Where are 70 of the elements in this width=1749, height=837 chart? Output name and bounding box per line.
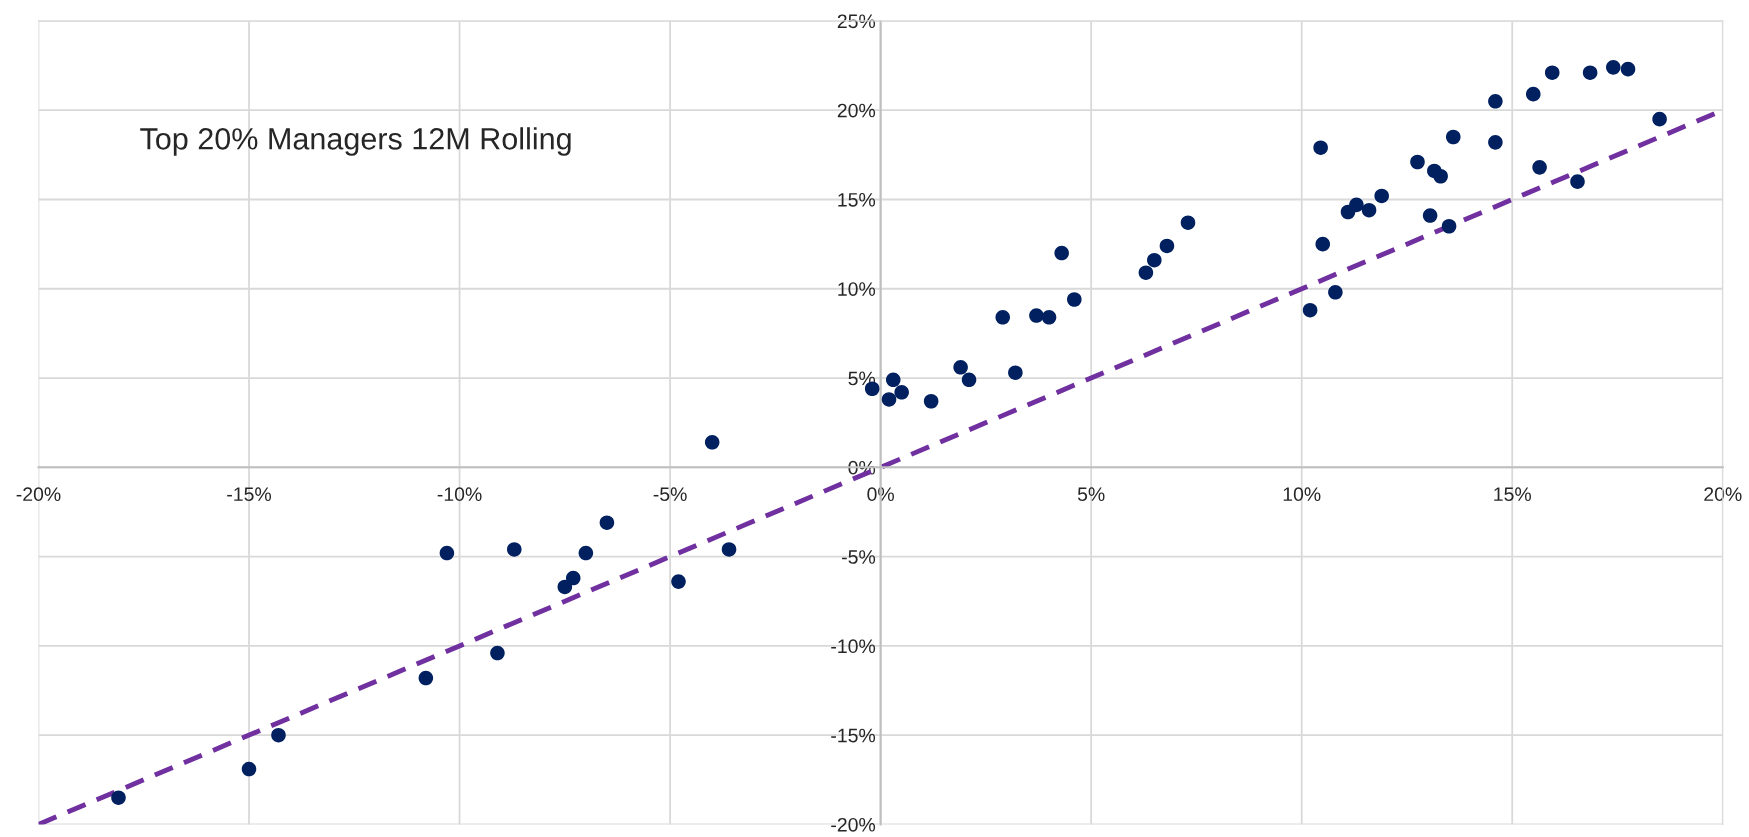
- x-tick-label: 5%: [1077, 487, 1105, 502]
- y-tick-label: 10%: [838, 282, 876, 296]
- point: [1361, 202, 1377, 218]
- point: [1147, 252, 1162, 268]
- point: [721, 542, 737, 557]
- point: [507, 542, 522, 557]
- point: [1138, 265, 1154, 280]
- point: [241, 761, 257, 777]
- x-tick-label: 20%: [1704, 487, 1742, 502]
- point: [704, 435, 720, 450]
- point: [1041, 310, 1057, 325]
- point: [1422, 208, 1438, 223]
- point: [961, 372, 977, 388]
- point: [1433, 168, 1448, 184]
- point: [1652, 111, 1667, 127]
- x-tick-label: -5%: [653, 487, 687, 502]
- point: [578, 545, 594, 561]
- x-tick-label: 10%: [1283, 487, 1321, 502]
- x-tick-label: -20%: [16, 487, 61, 502]
- point: [111, 790, 126, 805]
- y-tick-label: -20%: [831, 817, 876, 832]
- point: [1029, 308, 1044, 323]
- point: [565, 570, 581, 586]
- y-tick-label: 15%: [838, 193, 876, 207]
- point: [1620, 61, 1636, 77]
- x-tick-label: 0%: [867, 487, 894, 502]
- point: [1054, 245, 1069, 261]
- point: [881, 392, 897, 407]
- point: [1532, 160, 1547, 175]
- point: [1302, 302, 1318, 318]
- point: [1315, 236, 1331, 252]
- x-tick-label: -10%: [437, 487, 482, 502]
- point: [599, 515, 615, 530]
- point: [1570, 174, 1585, 189]
- point: [923, 393, 939, 409]
- point: [953, 360, 968, 375]
- point: [1410, 154, 1425, 170]
- point: [1544, 65, 1560, 80]
- x-tick-label: 15%: [1494, 487, 1531, 502]
- point: [1180, 215, 1196, 230]
- x-tick-label: -15%: [227, 487, 272, 502]
- point: [1445, 129, 1461, 145]
- point: [894, 385, 909, 400]
- y-tick-label: -5%: [842, 550, 876, 564]
- point: [439, 545, 455, 561]
- point: [1525, 86, 1541, 102]
- point: [1159, 238, 1175, 254]
- y-tick-label: 20%: [837, 103, 876, 118]
- point: [1328, 285, 1343, 300]
- point: [1488, 135, 1503, 150]
- point: [1441, 218, 1457, 234]
- point: [271, 727, 286, 743]
- point: [671, 574, 686, 589]
- y-tick-label: 25%: [837, 14, 876, 29]
- point: [885, 372, 901, 388]
- point: [1313, 140, 1328, 155]
- point: [995, 310, 1011, 325]
- y-tick-label: -10%: [831, 639, 876, 654]
- point: [490, 645, 505, 661]
- point: [1349, 197, 1364, 213]
- point: [1606, 60, 1621, 75]
- point: [1488, 93, 1503, 109]
- point: [557, 579, 573, 595]
- point: [1008, 365, 1023, 380]
- point: [1582, 65, 1598, 80]
- point: [1067, 292, 1082, 307]
- point: [418, 670, 434, 686]
- y-tick-label: -15%: [831, 728, 876, 743]
- text: Top 20% Managers 12M Rolling: [140, 127, 571, 156]
- point: [1374, 188, 1389, 204]
